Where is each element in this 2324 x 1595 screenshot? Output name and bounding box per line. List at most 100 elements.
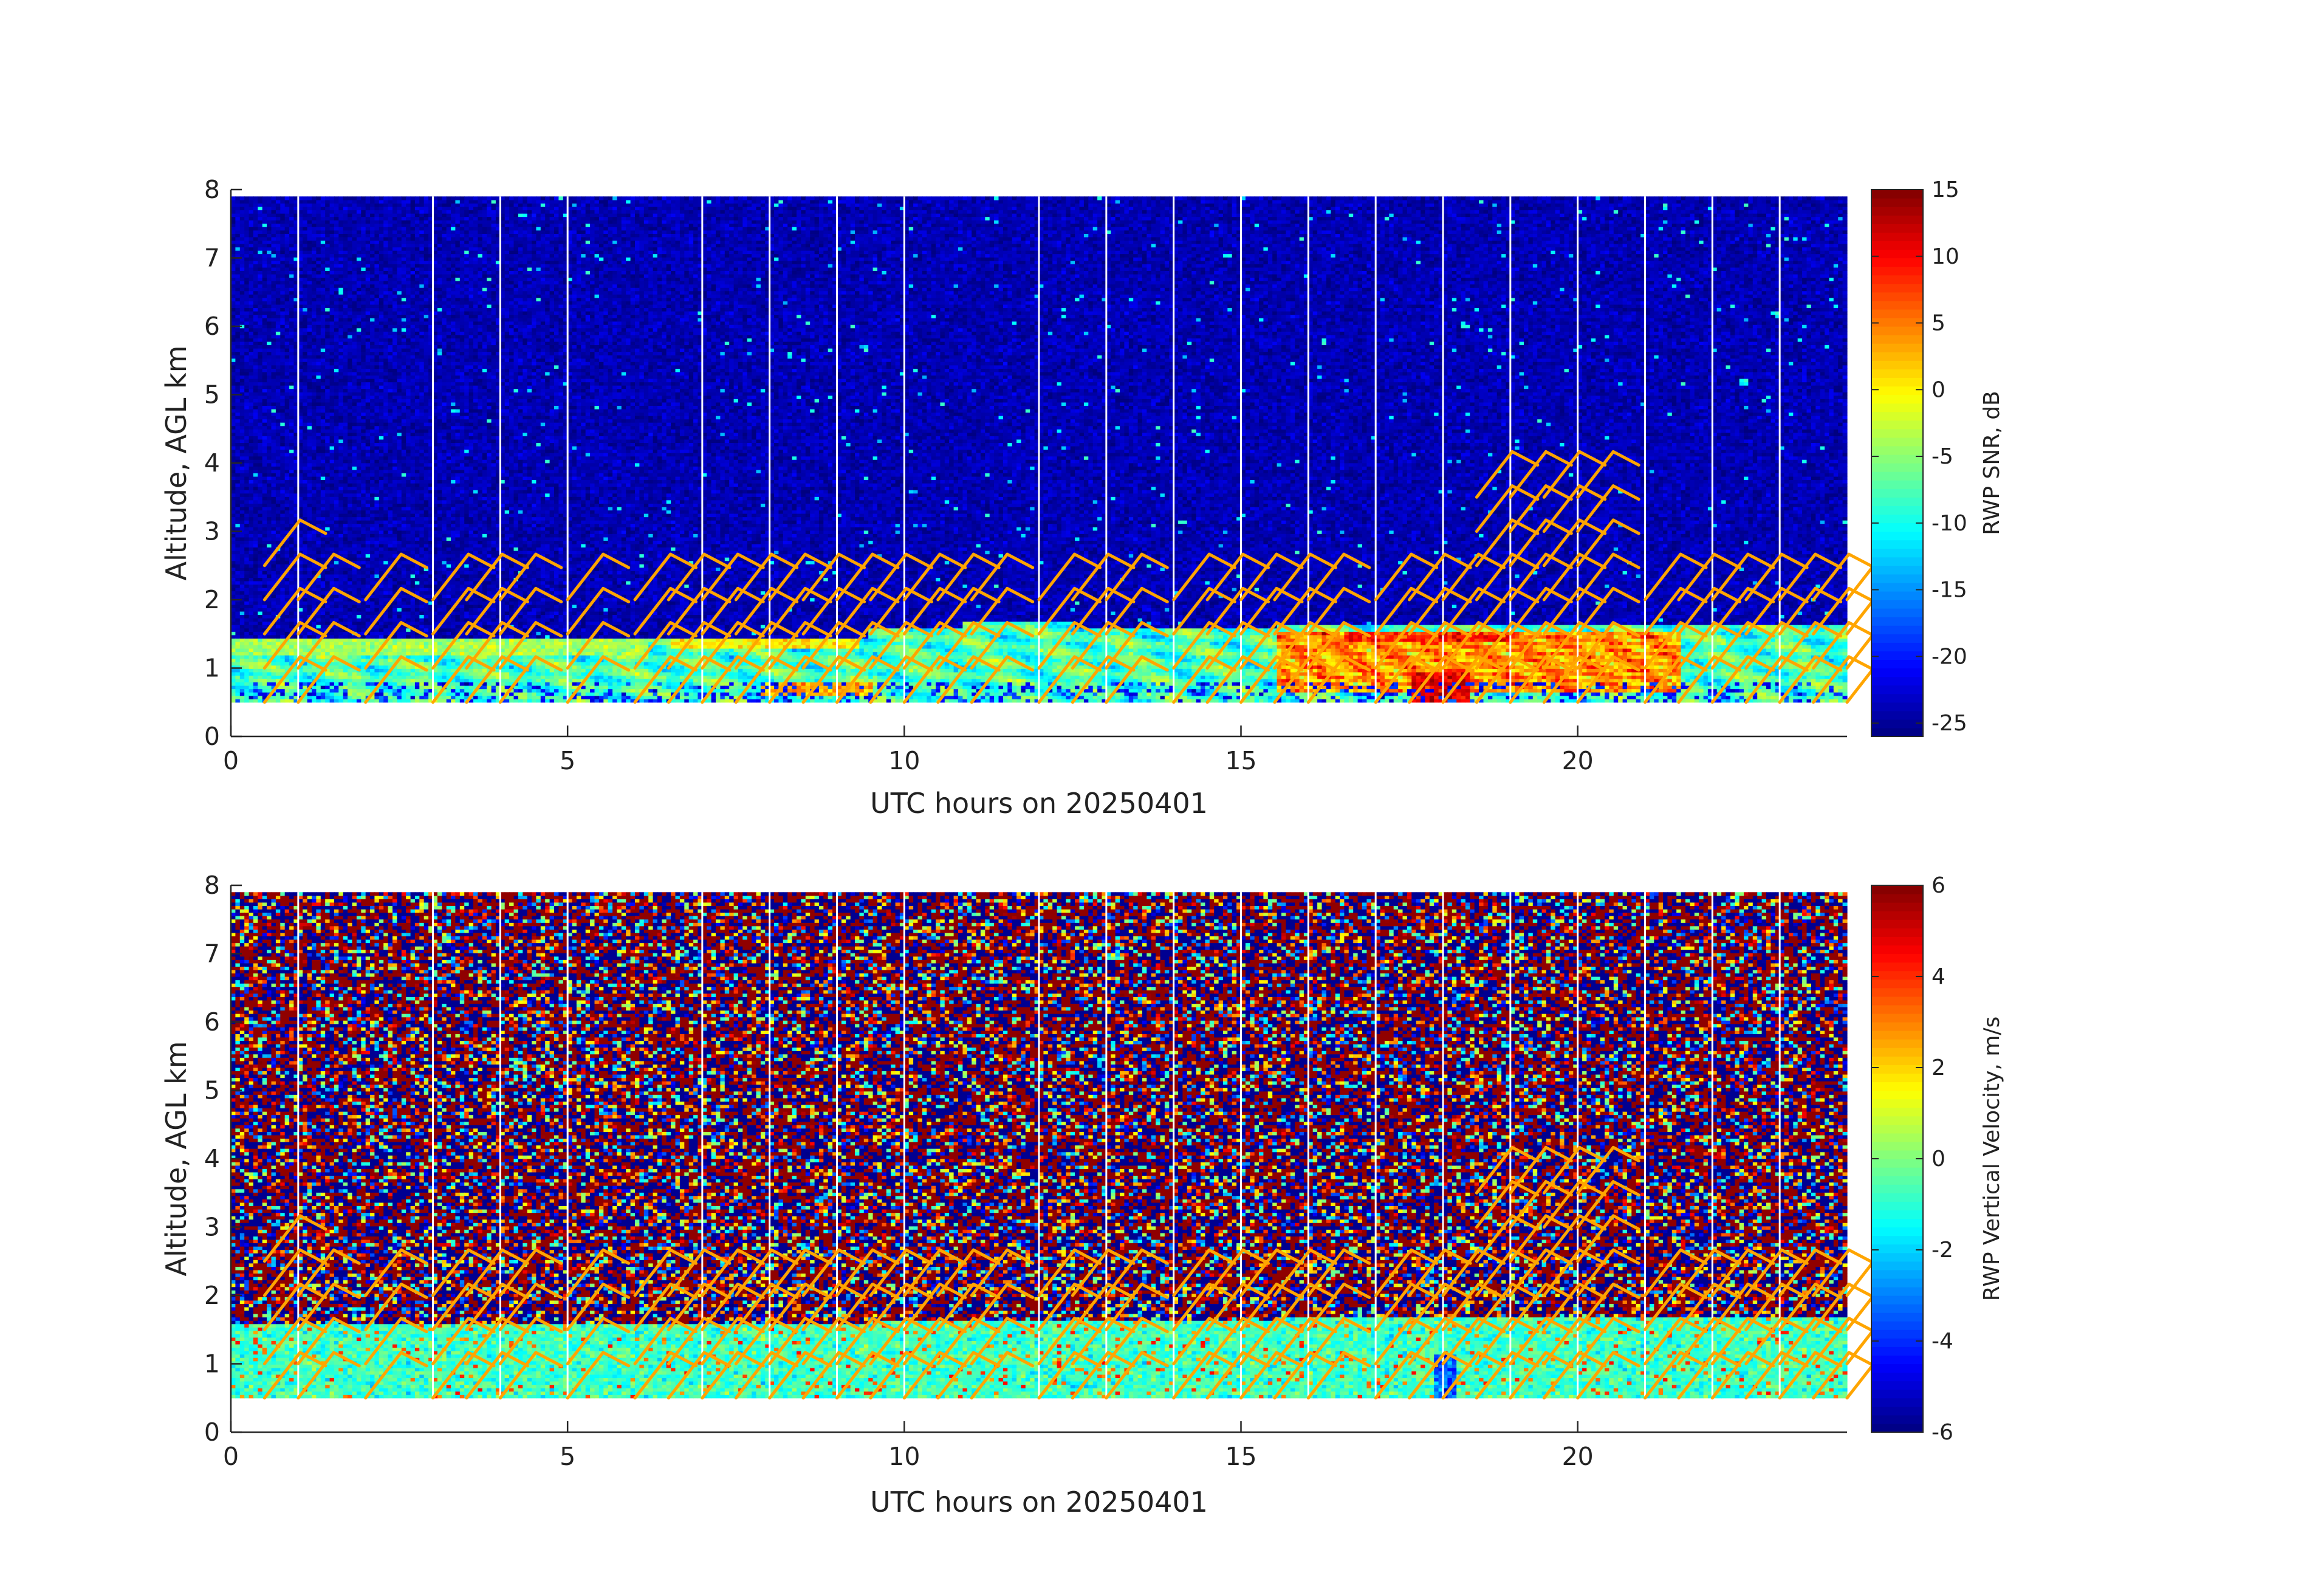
heatmap-cell (253, 456, 258, 460)
heatmap-cell (276, 257, 281, 261)
heatmap-cell (240, 261, 245, 264)
heatmap-cell (249, 237, 254, 241)
heatmap-cell (258, 358, 262, 362)
heatmap-cell (253, 470, 258, 473)
heatmap-cell (258, 665, 262, 669)
heatmap-cell (235, 335, 240, 338)
heatmap-cell (262, 679, 267, 682)
heatmap-cell (276, 483, 281, 487)
heatmap-cell (272, 530, 276, 534)
heatmap-cell (267, 436, 272, 439)
heatmap-cell (244, 544, 249, 547)
heatmap-cell (272, 345, 276, 349)
heatmap-cell (240, 635, 245, 639)
heatmap-cell (272, 270, 276, 274)
heatmap-cell (272, 540, 276, 544)
heatmap-cell (240, 662, 245, 665)
heatmap-cell (249, 507, 254, 510)
heatmap-cell (267, 571, 272, 574)
heatmap-cell (244, 591, 249, 595)
heatmap-cell (244, 392, 249, 396)
heatmap-cell (235, 315, 240, 318)
heatmap-cell (235, 362, 240, 365)
heatmap-cell (262, 318, 267, 321)
heatmap-cell (253, 210, 258, 214)
heatmap-cell (240, 493, 245, 497)
heatmap-cell (253, 459, 258, 463)
heatmap-cell (272, 210, 276, 214)
heatmap-cell (249, 665, 254, 669)
heatmap-cell (267, 368, 272, 372)
heatmap-cell (262, 422, 267, 426)
heatmap-cell (262, 396, 267, 399)
heatmap-cell (244, 227, 249, 230)
heatmap-cell (267, 298, 272, 301)
heatmap-cell (235, 547, 240, 551)
heatmap-cell (235, 689, 240, 693)
heatmap-cell (280, 402, 285, 406)
heatmap-cell (267, 375, 272, 379)
heatmap-cell (258, 564, 262, 568)
heatmap-cell (249, 338, 254, 341)
heatmap-cell (253, 699, 258, 702)
heatmap-cell (280, 685, 285, 689)
heatmap-cell (262, 568, 267, 571)
heatmap-cell (240, 547, 245, 551)
heatmap-cell (267, 540, 272, 544)
heatmap-cell (262, 544, 267, 547)
heatmap-cell (276, 362, 281, 365)
heatmap-cell (267, 257, 272, 261)
heatmap-cell (267, 416, 272, 419)
heatmap-cell (272, 463, 276, 467)
heatmap-cell (272, 331, 276, 335)
heatmap-cell (280, 554, 285, 558)
heatmap-cell (258, 250, 262, 254)
heatmap-cell (267, 446, 272, 450)
heatmap-cell (240, 685, 245, 689)
heatmap-cell (276, 696, 281, 699)
heatmap-cell (235, 446, 240, 450)
heatmap-cell (240, 405, 245, 409)
heatmap-cell (235, 699, 240, 702)
heatmap-cell (272, 274, 276, 278)
heatmap-cell (272, 237, 276, 241)
heatmap-cell (235, 196, 240, 200)
heatmap-cell (262, 685, 267, 689)
heatmap-cell (253, 230, 258, 234)
heatmap-cell (280, 358, 285, 362)
heatmap-cell (240, 659, 245, 662)
heatmap-cell (244, 210, 249, 214)
heatmap-cell (249, 622, 254, 625)
heatmap-cell (235, 564, 240, 568)
heatmap-cell (253, 220, 258, 224)
heatmap-cell (267, 233, 272, 237)
heatmap-cell (267, 520, 272, 524)
heatmap-cell (280, 628, 285, 632)
heatmap-cell (272, 564, 276, 568)
heatmap-cell (253, 291, 258, 295)
heatmap-cell (280, 533, 285, 537)
heatmap-cell (262, 547, 267, 551)
heatmap-cell (253, 618, 258, 622)
heatmap-cell (280, 459, 285, 463)
heatmap-cell (258, 662, 262, 665)
heatmap-cell (276, 426, 281, 430)
heatmap-cell (267, 227, 272, 230)
heatmap-cell (280, 665, 285, 669)
heatmap-cell (240, 574, 245, 578)
heatmap-cell (240, 638, 245, 642)
heatmap-cell (258, 355, 262, 358)
heatmap-cell (253, 396, 258, 399)
heatmap-cell (280, 294, 285, 298)
heatmap-cell (253, 315, 258, 318)
heatmap-cell (244, 224, 249, 227)
heatmap-cell (258, 284, 262, 288)
heatmap-cell (253, 692, 258, 696)
heatmap-cell (244, 513, 249, 517)
heatmap-cell (235, 585, 240, 588)
heatmap-cell (235, 524, 240, 527)
heatmap-cell (249, 672, 254, 676)
heatmap-cell (262, 261, 267, 264)
heatmap-cell (249, 513, 254, 517)
heatmap-cell (272, 277, 276, 281)
